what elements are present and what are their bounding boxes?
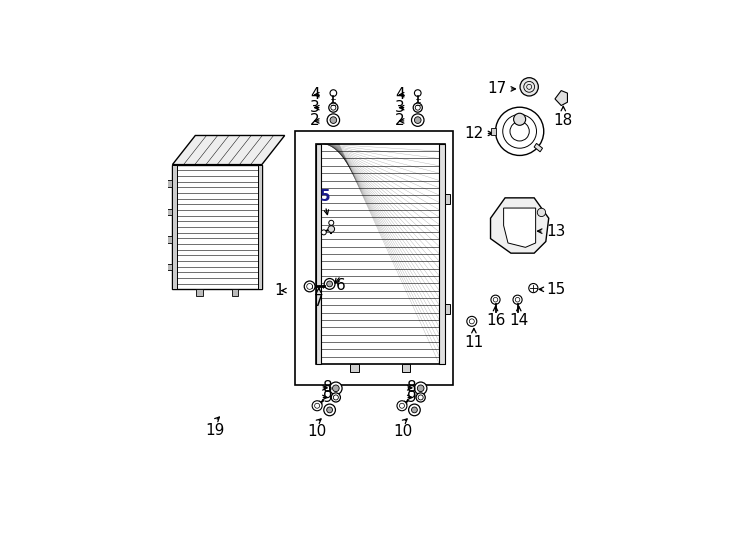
Text: 13: 13 [546, 224, 565, 239]
Text: 16: 16 [486, 313, 505, 328]
Text: 6: 6 [336, 278, 346, 293]
Text: 17: 17 [487, 82, 506, 97]
Text: 9: 9 [322, 390, 333, 405]
Circle shape [412, 114, 424, 126]
Circle shape [331, 393, 341, 402]
Bar [295, 131, 453, 385]
Circle shape [415, 382, 427, 395]
Text: 12: 12 [464, 126, 484, 141]
Circle shape [514, 113, 526, 125]
Text: 9: 9 [407, 390, 417, 405]
Circle shape [528, 284, 538, 293]
Bar [167, 180, 172, 187]
Circle shape [416, 393, 425, 402]
Circle shape [328, 226, 335, 232]
Bar [232, 289, 239, 295]
Circle shape [495, 107, 544, 156]
Circle shape [415, 117, 421, 124]
Bar [402, 364, 410, 372]
Bar [445, 194, 450, 204]
Text: 10: 10 [393, 424, 413, 440]
Text: 11: 11 [465, 335, 484, 350]
Text: 8: 8 [407, 380, 417, 395]
Text: 3: 3 [310, 100, 319, 115]
Circle shape [327, 281, 333, 287]
Text: 5: 5 [320, 189, 331, 204]
Bar [167, 236, 172, 243]
Polygon shape [172, 136, 285, 165]
Circle shape [415, 90, 421, 97]
Bar [440, 144, 445, 364]
Text: 14: 14 [509, 313, 528, 328]
Text: 4: 4 [395, 87, 404, 102]
Circle shape [467, 316, 477, 326]
Text: 18: 18 [553, 113, 573, 127]
Text: 19: 19 [206, 423, 225, 438]
Circle shape [397, 401, 407, 411]
Bar [196, 289, 203, 295]
Text: 2: 2 [395, 113, 404, 129]
Polygon shape [490, 198, 549, 253]
Circle shape [330, 382, 342, 395]
Polygon shape [172, 165, 262, 289]
Bar [172, 165, 177, 289]
Circle shape [330, 117, 337, 124]
Polygon shape [555, 91, 567, 105]
Circle shape [418, 385, 424, 392]
Text: 8: 8 [322, 380, 333, 395]
Circle shape [409, 404, 421, 416]
Circle shape [321, 230, 327, 235]
Circle shape [413, 103, 422, 112]
Circle shape [312, 401, 322, 411]
Bar [491, 128, 496, 134]
Circle shape [412, 407, 418, 413]
Circle shape [304, 281, 315, 292]
Bar [445, 304, 450, 314]
Circle shape [491, 295, 500, 305]
Circle shape [329, 220, 334, 225]
Text: 1: 1 [275, 283, 284, 298]
Bar [316, 144, 445, 364]
Bar [316, 144, 321, 364]
Circle shape [520, 78, 538, 96]
Circle shape [330, 90, 337, 97]
Bar [167, 264, 172, 270]
Circle shape [513, 295, 522, 305]
Circle shape [537, 208, 545, 217]
Text: 2: 2 [310, 113, 319, 129]
Text: 10: 10 [308, 424, 327, 440]
Circle shape [329, 103, 338, 112]
Text: 4: 4 [310, 87, 319, 102]
Circle shape [327, 407, 333, 413]
Bar [167, 208, 172, 215]
Bar [350, 364, 359, 372]
Bar [258, 165, 262, 289]
Circle shape [324, 404, 335, 416]
Text: 3: 3 [395, 100, 404, 115]
Polygon shape [534, 144, 542, 152]
Circle shape [324, 279, 335, 289]
Circle shape [327, 114, 340, 126]
Circle shape [333, 385, 339, 392]
Text: 15: 15 [547, 282, 566, 297]
Text: 7: 7 [314, 294, 324, 309]
Polygon shape [504, 208, 536, 247]
